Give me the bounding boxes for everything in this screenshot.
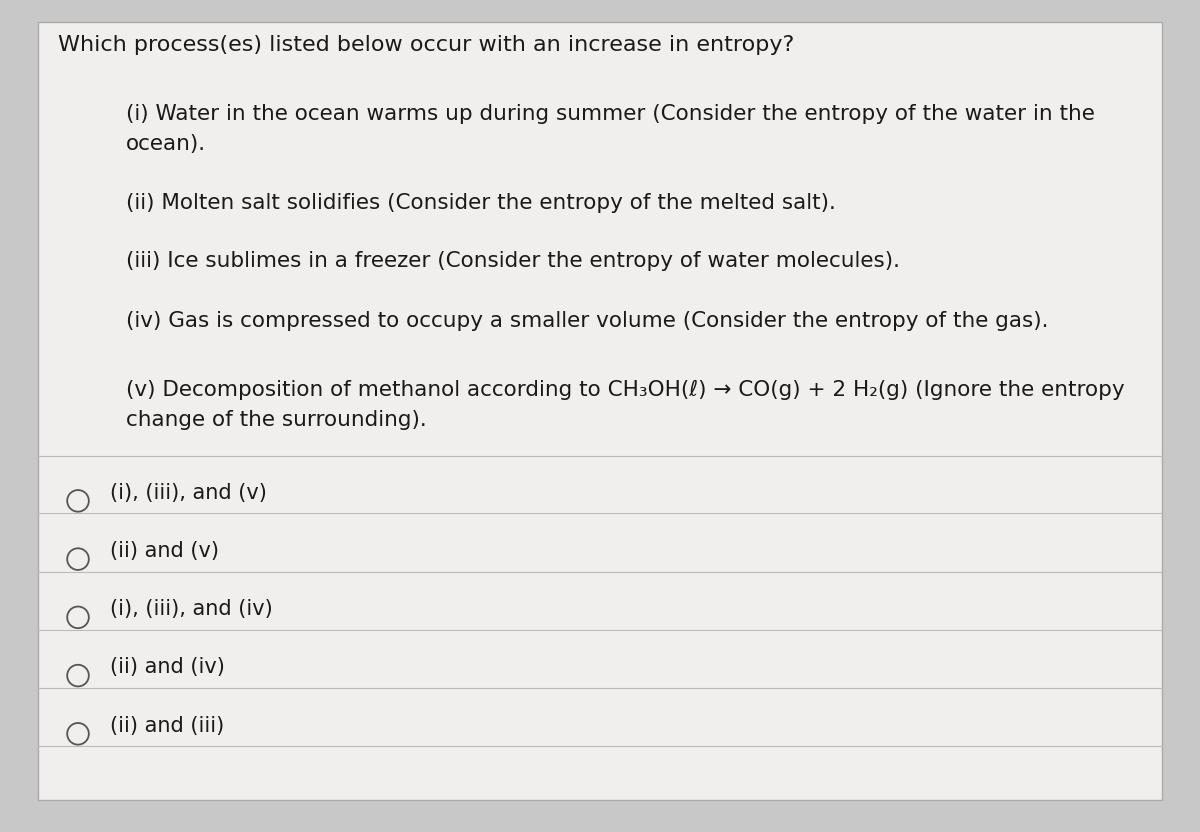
Text: (i) Water in the ocean warms up during summer (Consider the entropy of the water: (i) Water in the ocean warms up during s… (126, 104, 1094, 154)
FancyBboxPatch shape (38, 22, 1162, 800)
Text: Which process(es) listed below occur with an increase in entropy?: Which process(es) listed below occur wit… (58, 35, 794, 55)
Text: (ii) Molten salt solidifies (Consider the entropy of the melted salt).: (ii) Molten salt solidifies (Consider th… (126, 193, 836, 213)
Text: (ii) and (iv): (ii) and (iv) (110, 657, 226, 677)
Text: (v) Decomposition of methanol according to CH₃OH(ℓ) → CO(g) + 2 H₂(g) (Ignore th: (v) Decomposition of methanol according … (126, 380, 1124, 430)
Text: (iii) Ice sublimes in a freezer (Consider the entropy of water molecules).: (iii) Ice sublimes in a freezer (Conside… (126, 251, 900, 271)
Text: (ii) and (v): (ii) and (v) (110, 541, 220, 561)
Text: (i), (iii), and (v): (i), (iii), and (v) (110, 483, 268, 503)
Text: (i), (iii), and (iv): (i), (iii), and (iv) (110, 599, 274, 619)
Text: (iv) Gas is compressed to occupy a smaller volume (Consider the entropy of the g: (iv) Gas is compressed to occupy a small… (126, 311, 1049, 331)
Text: (ii) and (iii): (ii) and (iii) (110, 716, 224, 735)
